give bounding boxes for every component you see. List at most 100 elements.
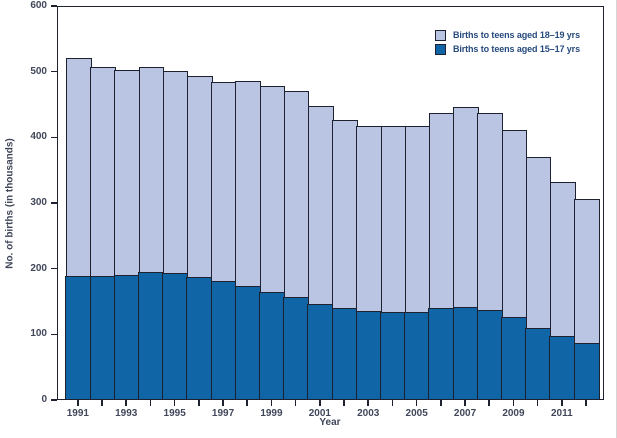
x-tick-2002 bbox=[343, 400, 345, 406]
y-tick-400 bbox=[51, 136, 57, 139]
x-tick-2012 bbox=[585, 400, 587, 406]
y-tick-label-200: 200 bbox=[30, 262, 47, 274]
bar-segment-15-17-2006 bbox=[428, 308, 456, 400]
x-tick-label-1993: 1993 bbox=[115, 408, 138, 419]
legend-label-15-17: Births to teens aged 15–17 yrs bbox=[452, 44, 580, 54]
y-tick-label-400: 400 bbox=[30, 131, 47, 143]
x-tick-2004 bbox=[391, 400, 394, 406]
bar-segment-15-17-2003 bbox=[355, 310, 383, 400]
x-tick-1996 bbox=[198, 400, 200, 406]
x-tick-1999 bbox=[270, 400, 273, 406]
bar-2003 bbox=[355, 126, 383, 400]
x-tick-label-1999: 1999 bbox=[260, 408, 283, 419]
bar-segment-15-17-2008 bbox=[476, 310, 504, 400]
legend-item-15-17: Births to teens aged 15–17 yrs bbox=[434, 42, 580, 56]
bar-1997 bbox=[210, 81, 238, 400]
y-tick-500 bbox=[51, 70, 57, 73]
bar-segment-15-17-1995 bbox=[162, 272, 190, 400]
x-tick-1991 bbox=[77, 400, 79, 406]
y-tick-label-500: 500 bbox=[30, 65, 47, 77]
bar-2002 bbox=[331, 119, 359, 400]
x-tick-2007 bbox=[464, 400, 466, 406]
x-tick-label-1991: 1991 bbox=[66, 408, 89, 419]
legend-item-18-19: Births to teens aged 18–19 yrs bbox=[434, 28, 580, 42]
legend-swatch-18-19-icon bbox=[434, 29, 446, 41]
x-tick-1998 bbox=[246, 400, 249, 406]
legend-swatch-15-17-icon bbox=[434, 43, 446, 55]
x-tick-2009 bbox=[512, 400, 515, 406]
y-tick-label-0: 0 bbox=[41, 394, 47, 405]
bar-segment-15-17-2004 bbox=[380, 311, 407, 400]
bar-2006 bbox=[428, 113, 456, 400]
y-tick-300 bbox=[51, 202, 57, 204]
x-tick-1994 bbox=[149, 400, 152, 406]
bar-segment-15-17-1992 bbox=[89, 276, 117, 400]
x-tick-2000 bbox=[294, 400, 297, 406]
x-tick-label-2003: 2003 bbox=[357, 408, 380, 419]
bar-segment-15-17-2002 bbox=[331, 308, 359, 400]
bar-segment-15-17-1999 bbox=[259, 291, 286, 400]
bar-segment-15-17-2012 bbox=[573, 343, 601, 400]
bar-segment-15-17-2005 bbox=[404, 312, 432, 400]
legend: Births to teens aged 18–19 yrs Births to… bbox=[434, 28, 580, 56]
x-tick-label-2009: 2009 bbox=[502, 408, 525, 419]
x-tick-2005 bbox=[415, 400, 418, 406]
x-tick-label-2011: 2011 bbox=[550, 408, 573, 419]
x-tick-label-2007: 2007 bbox=[453, 408, 477, 419]
x-tick-label-1997: 1997 bbox=[211, 408, 235, 419]
bar-2000 bbox=[283, 91, 311, 400]
bar-1999 bbox=[259, 86, 286, 400]
x-tick-1992 bbox=[101, 400, 103, 406]
bar-segment-15-17-2009 bbox=[501, 316, 528, 400]
bar-1998 bbox=[234, 80, 262, 400]
bar-segment-15-17-1994 bbox=[138, 271, 165, 400]
x-tick-label-1995: 1995 bbox=[163, 408, 186, 419]
bar-2008 bbox=[476, 113, 504, 400]
bar-1991 bbox=[65, 57, 93, 400]
bar-1995 bbox=[162, 70, 190, 400]
x-tick-label-2005: 2005 bbox=[405, 408, 428, 419]
x-axis-title: Year bbox=[319, 417, 341, 428]
bar-segment-15-17-1997 bbox=[210, 281, 238, 400]
bar-segment-15-17-2011 bbox=[549, 335, 577, 400]
x-tick-1995 bbox=[173, 400, 176, 406]
y-tick-0 bbox=[51, 399, 57, 401]
bar-2007 bbox=[452, 106, 480, 400]
bar-2012 bbox=[573, 198, 601, 400]
y-tick-200 bbox=[51, 267, 57, 270]
y-tick-label-300: 300 bbox=[30, 197, 47, 208]
bar-1992 bbox=[89, 67, 117, 400]
bar-2009 bbox=[501, 129, 528, 400]
x-tick-1993 bbox=[125, 400, 128, 406]
x-tick-2006 bbox=[440, 400, 442, 406]
bar-2001 bbox=[307, 106, 335, 400]
x-tick-2008 bbox=[488, 400, 491, 406]
bar-segment-15-17-2007 bbox=[452, 307, 480, 400]
x-tick-2010 bbox=[536, 400, 539, 406]
bar-2004 bbox=[380, 126, 407, 400]
x-tick-2011 bbox=[561, 400, 563, 406]
bar-1993 bbox=[113, 70, 141, 400]
bar-2010 bbox=[525, 157, 553, 400]
y-tick-label-600: 600 bbox=[30, 0, 47, 11]
x-tick-2003 bbox=[367, 400, 370, 406]
y-tick-600 bbox=[51, 5, 57, 7]
plot-area: Births to teens aged 18–19 yrs Births to… bbox=[57, 6, 604, 400]
bar-segment-15-17-1996 bbox=[186, 277, 214, 400]
bar-1994 bbox=[138, 66, 165, 400]
bar-2011 bbox=[549, 182, 577, 400]
bar-segment-15-17-2001 bbox=[307, 304, 335, 400]
bar-2005 bbox=[404, 126, 432, 400]
x-tick-1997 bbox=[222, 400, 224, 406]
x-tick-2001 bbox=[319, 400, 321, 406]
y-tick-label-100: 100 bbox=[30, 328, 47, 340]
bar-segment-15-17-1991 bbox=[65, 276, 93, 400]
bar-segment-15-17-2010 bbox=[525, 328, 553, 400]
legend-label-18-19: Births to teens aged 18–19 yrs bbox=[452, 30, 580, 40]
bar-segment-15-17-1993 bbox=[113, 274, 141, 400]
bar-segment-15-17-1998 bbox=[234, 286, 262, 400]
y-tick-100 bbox=[51, 333, 57, 336]
bar-1996 bbox=[186, 75, 214, 400]
x-tick-label-2001: 2001 bbox=[308, 408, 331, 419]
